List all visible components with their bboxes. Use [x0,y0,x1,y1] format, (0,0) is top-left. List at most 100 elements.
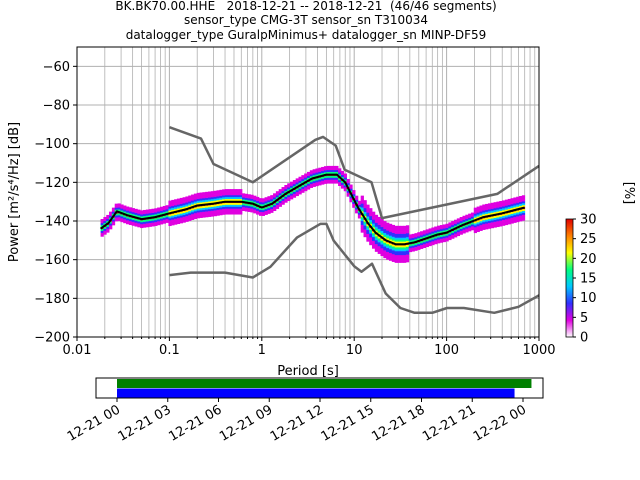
heatmap-cell [386,257,390,260]
heatmap-cell [134,214,138,217]
heatmap-cell [159,210,164,213]
heatmap-cell [380,244,384,247]
heatmap-cell [388,229,393,232]
heatmap-cell [216,211,220,214]
heatmap-cell [205,213,209,216]
heatmap-cell [174,203,178,206]
heatmap-cell [309,179,314,183]
heatmap-cell [159,208,164,211]
heatmap-cell [256,198,260,202]
heatmap-cell [369,212,373,215]
heatmap-cell [106,214,110,218]
heatmap-cell [507,220,511,223]
heatmap-cell [513,210,517,214]
heatmap-cell [196,216,200,219]
heatmap-cell [179,211,183,214]
heatmap-cell [222,195,226,198]
heatmap-cell [388,235,393,238]
heatmap-cell [281,187,285,190]
heatmap-cell [519,213,523,216]
heatmap-cell [287,185,291,188]
heatmap-cell [142,221,147,224]
heatmap-cell [519,215,523,218]
heatmap-cell [227,206,232,209]
heatmap-cell [210,200,215,204]
heatmap-cell [185,219,189,222]
heatmap-cell [405,231,410,234]
heatmap-cell [193,197,198,200]
heatmap-cell [360,211,364,214]
heatmap-cell [171,221,175,224]
heatmap-cell [174,214,178,217]
heatmap-cell [298,186,302,189]
heatmap-cell [117,215,121,218]
heatmap-cell [502,210,506,213]
heatmap-cell [315,182,319,185]
heatmap-cell [312,184,316,187]
heatmap-cell [422,234,427,237]
heatmap-cell [380,228,384,231]
heatmap-cell [487,211,492,214]
heatmap-cell [168,206,172,209]
heatmap-cell [199,198,203,201]
heatmap-cell [270,200,274,204]
heatmap-cell [323,177,328,181]
heatmap-cell [287,194,291,198]
heatmap-cell [504,199,509,202]
heatmap-cell [123,219,127,222]
heatmap-cell [222,199,226,202]
heatmap-cell [193,207,198,210]
heatmap-cell [377,228,381,231]
heatmap-cell [386,245,390,249]
heatmap-cell [298,192,302,195]
heatmap-cell [131,221,135,224]
heatmap-cell [487,203,492,206]
heatmap-cell [261,202,265,205]
heatmap-cell [510,219,514,222]
heatmap-cell [380,249,384,253]
heatmap-cell [425,239,429,242]
heatmap-cell [233,206,237,209]
heatmap-cell [295,191,299,195]
heatmap-cell [264,199,268,202]
heatmap-cell [185,204,189,207]
heatmap-cell [123,207,127,210]
heatmap-cell [111,217,116,220]
heatmap-cell [442,226,446,229]
heatmap-cell [405,244,410,247]
heatmap-cell [171,213,175,216]
heatmap-cell [154,221,158,225]
heatmap-cell [205,211,209,214]
heatmap-cell [380,219,384,222]
heatmap-cell [369,241,373,244]
heatmap-cell [487,224,492,227]
heatmap-cell [292,180,297,183]
heatmap-cell [168,208,172,211]
heatmap-cell [202,199,206,203]
heatmap-cell [459,228,463,231]
heatmap-cell [482,221,486,225]
heatmap-cell [171,209,175,212]
heatmap-cell [417,232,421,235]
heatmap-cell [284,194,288,197]
heatmap-cell [383,236,387,239]
heatmap-cell [465,230,469,233]
heatmap-cell [383,248,387,251]
heatmap-cell [216,203,220,207]
heatmap-cell [414,233,418,236]
heatmap-cell [346,182,350,186]
heatmap-cell [210,204,215,207]
heatmap-cell [162,211,167,215]
heatmap-cell [473,226,478,230]
heatmap-cell [114,217,118,220]
heatmap-cell [386,253,390,256]
colorbar-label: [%] [621,182,636,205]
heatmap-cell [174,199,178,202]
heatmap-cell [372,219,376,222]
heatmap-cell [185,209,189,213]
heatmap-cell [380,222,384,226]
heatmap-cell [462,221,466,224]
heatmap-cell [219,189,223,193]
heatmap-cell [106,218,110,222]
heatmap-cell [372,238,376,241]
